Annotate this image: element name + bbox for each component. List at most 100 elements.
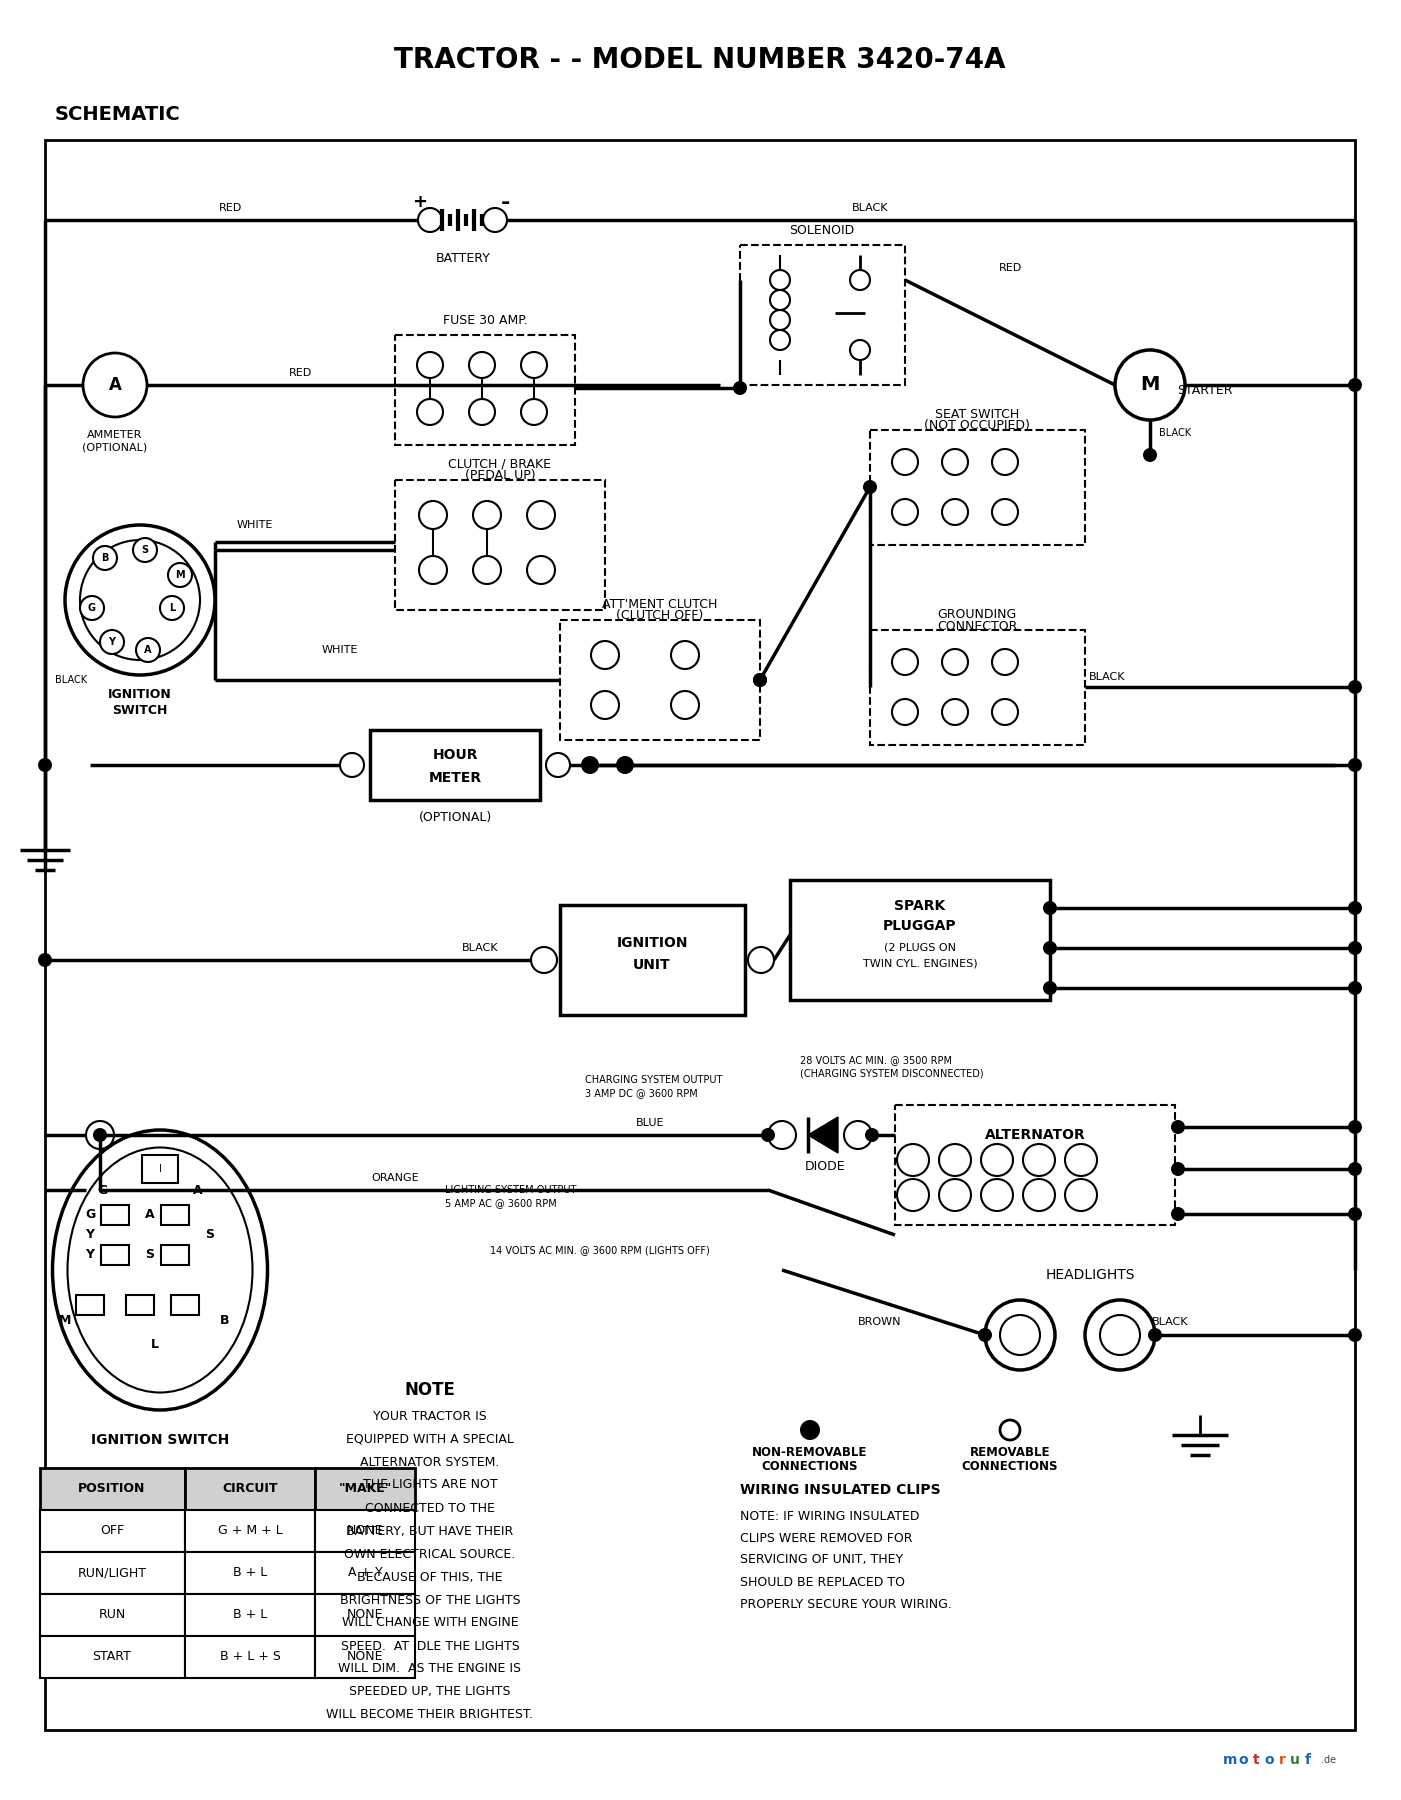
Bar: [41, 1636, 185, 1678]
Text: HEADLIGHTS: HEADLIGHTS: [1045, 1267, 1135, 1282]
Circle shape: [850, 270, 870, 290]
Text: WHITE: WHITE: [322, 644, 359, 655]
Circle shape: [992, 499, 1019, 526]
Text: PROPERLY SECURE YOUR WIRING.: PROPERLY SECURE YOUR WIRING.: [740, 1598, 951, 1611]
Bar: [101, 1246, 129, 1265]
Circle shape: [897, 1179, 929, 1211]
Circle shape: [521, 400, 546, 425]
Circle shape: [92, 545, 118, 571]
Text: ALTERNATOR SYSTEM.: ALTERNATOR SYSTEM.: [360, 1456, 500, 1469]
Text: BATTERY: BATTERY: [436, 252, 490, 265]
Text: CONNECTIONS: CONNECTIONS: [762, 1460, 859, 1472]
Bar: [315, 1510, 415, 1552]
Bar: [171, 1294, 199, 1316]
Text: CONNECTIONS: CONNECTIONS: [961, 1460, 1058, 1472]
Circle shape: [417, 400, 443, 425]
Text: WILL CHANGE WITH ENGINE: WILL CHANGE WITH ENGINE: [342, 1616, 518, 1629]
Circle shape: [843, 1121, 871, 1148]
Text: S: S: [146, 1249, 154, 1262]
Bar: [560, 905, 745, 1015]
Circle shape: [1348, 941, 1362, 956]
Text: OWN ELECTRICAL SOURCE.: OWN ELECTRICAL SOURCE.: [345, 1548, 516, 1561]
Bar: [161, 1204, 189, 1226]
Text: EQUIPPED WITH A SPECIAL: EQUIPPED WITH A SPECIAL: [346, 1433, 514, 1445]
Bar: [41, 1595, 185, 1636]
Text: SOLENOID: SOLENOID: [789, 225, 855, 238]
Circle shape: [1348, 1163, 1362, 1175]
Circle shape: [417, 353, 443, 378]
Text: CLUTCH / BRAKE: CLUTCH / BRAKE: [448, 457, 552, 470]
Circle shape: [469, 353, 495, 378]
Text: S: S: [206, 1228, 214, 1242]
Text: IGNITION SWITCH: IGNITION SWITCH: [91, 1433, 230, 1447]
Text: (CLUTCH OFF): (CLUTCH OFF): [616, 610, 703, 623]
Bar: [101, 1204, 129, 1226]
Circle shape: [591, 641, 619, 670]
Circle shape: [419, 500, 447, 529]
Text: RED: RED: [999, 263, 1021, 274]
Text: G: G: [85, 1208, 95, 1222]
Circle shape: [981, 1145, 1013, 1175]
Text: METER: METER: [429, 770, 482, 785]
Text: YOUR TRACTOR IS: YOUR TRACTOR IS: [373, 1409, 488, 1422]
Text: (NOT OCCUPIED): (NOT OCCUPIED): [925, 419, 1030, 432]
Circle shape: [1023, 1179, 1055, 1211]
Text: RUN/LIGHT: RUN/LIGHT: [77, 1566, 147, 1580]
Circle shape: [992, 448, 1019, 475]
Circle shape: [771, 270, 790, 290]
Circle shape: [474, 556, 502, 583]
Text: B + L: B + L: [233, 1566, 268, 1580]
Bar: [895, 1105, 1175, 1226]
Circle shape: [1065, 1145, 1097, 1175]
Circle shape: [771, 329, 790, 349]
Circle shape: [1171, 1120, 1185, 1134]
Circle shape: [985, 1300, 1055, 1370]
Circle shape: [941, 499, 968, 526]
Text: ALTERNATOR: ALTERNATOR: [985, 1129, 1086, 1141]
Circle shape: [941, 448, 968, 475]
Bar: [142, 1156, 178, 1183]
Circle shape: [136, 637, 160, 662]
Text: 5 AMP AC @ 3600 RPM: 5 AMP AC @ 3600 RPM: [446, 1199, 556, 1208]
Text: FUSE 30 AMP.: FUSE 30 AMP.: [443, 315, 527, 328]
Bar: [41, 1510, 185, 1552]
Circle shape: [752, 673, 766, 688]
Circle shape: [892, 650, 918, 675]
Polygon shape: [808, 1118, 838, 1154]
Text: G: G: [88, 603, 97, 614]
Circle shape: [892, 698, 918, 725]
Circle shape: [1348, 1120, 1362, 1134]
Bar: [185, 1595, 315, 1636]
Text: UNIT: UNIT: [633, 958, 671, 972]
Bar: [560, 619, 759, 740]
Circle shape: [671, 641, 699, 670]
Text: 14 VOLTS AC MIN. @ 3600 RPM (LIGHTS OFF): 14 VOLTS AC MIN. @ 3600 RPM (LIGHTS OFF): [490, 1246, 710, 1255]
Text: A: A: [144, 644, 151, 655]
Circle shape: [483, 209, 507, 232]
Text: NOTE: IF WIRING INSULATED: NOTE: IF WIRING INSULATED: [740, 1510, 919, 1523]
Text: A + Y: A + Y: [347, 1566, 382, 1580]
Circle shape: [1100, 1316, 1140, 1355]
Circle shape: [981, 1179, 1013, 1211]
Circle shape: [771, 290, 790, 310]
Circle shape: [1348, 981, 1362, 995]
Text: IGNITION: IGNITION: [108, 688, 172, 702]
Text: AMMETER: AMMETER: [87, 430, 143, 439]
Text: WILL BECOME THEIR BRIGHTEST.: WILL BECOME THEIR BRIGHTEST.: [326, 1708, 534, 1721]
Circle shape: [864, 1129, 878, 1141]
Circle shape: [1084, 1300, 1154, 1370]
Circle shape: [474, 500, 502, 529]
Bar: [790, 880, 1049, 1001]
Bar: [76, 1294, 104, 1316]
Bar: [315, 1552, 415, 1595]
Text: "MAKE": "MAKE": [338, 1483, 392, 1496]
Bar: [41, 1552, 185, 1595]
Circle shape: [527, 500, 555, 529]
Ellipse shape: [67, 1148, 252, 1393]
Text: CONNECTOR: CONNECTOR: [937, 619, 1017, 632]
Bar: [161, 1246, 189, 1265]
Text: NOTE: NOTE: [405, 1381, 455, 1399]
Circle shape: [521, 353, 546, 378]
Circle shape: [1348, 902, 1362, 914]
Text: WILL DIM.  AS THE ENGINE IS: WILL DIM. AS THE ENGINE IS: [339, 1663, 521, 1676]
